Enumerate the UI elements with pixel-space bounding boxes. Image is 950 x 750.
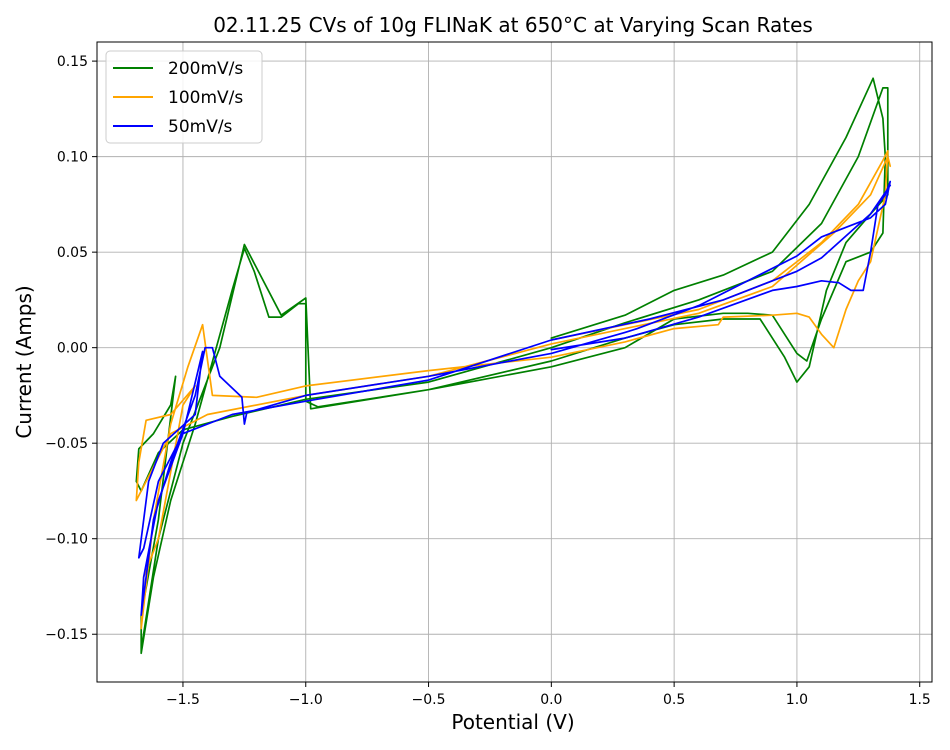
y-tick-label: −0.05 — [45, 436, 88, 452]
legend-box — [105, 50, 263, 144]
grid-layer — [97, 42, 932, 682]
x-tick-label: 0.0 — [540, 692, 562, 708]
plot-area — [135, 77, 892, 655]
series-line-200mv-s — [135, 77, 889, 655]
series-line-100mv-s — [135, 150, 892, 630]
legend-label-50mv-s: 50mV/s — [168, 117, 233, 137]
x-tick-label: 1.0 — [786, 692, 808, 708]
y-tick-label: −0.10 — [45, 532, 88, 548]
x-tick-label: 1.5 — [909, 692, 931, 708]
plot-frame — [96, 41, 933, 683]
legend: 200mV/s 100mV/s 50mV/s — [105, 50, 263, 144]
x-tick-label: −1.5 — [166, 692, 200, 708]
y-tick-label: 0.05 — [57, 245, 88, 261]
y-tick-label: 0.10 — [57, 150, 88, 166]
x-tick-label: −1.0 — [289, 692, 323, 708]
y-tick-label: 0.15 — [57, 54, 88, 70]
legend-label-200mv-s: 200mV/s — [168, 59, 243, 79]
chart-title: 02.11.25 CVs of 10g FLINaK at 650°C at V… — [213, 13, 813, 37]
x-tick-label: −0.5 — [412, 692, 446, 708]
x-tick-label: 0.5 — [663, 692, 685, 708]
y-tick-label: 0.00 — [57, 341, 88, 357]
tick-labels: −1.5 −1.0 −0.5 0.0 0.5 1.0 1.5 −0.15 −0.10 −0.05 0… — [45, 54, 931, 708]
y-axis-label: Current (Amps) — [12, 285, 36, 438]
legend-label-100mv-s: 100mV/s — [168, 88, 243, 108]
y-tick-label: −0.15 — [45, 627, 88, 643]
series-line-50mv-s — [137, 180, 892, 616]
x-axis-label: Potential (V) — [451, 710, 574, 734]
